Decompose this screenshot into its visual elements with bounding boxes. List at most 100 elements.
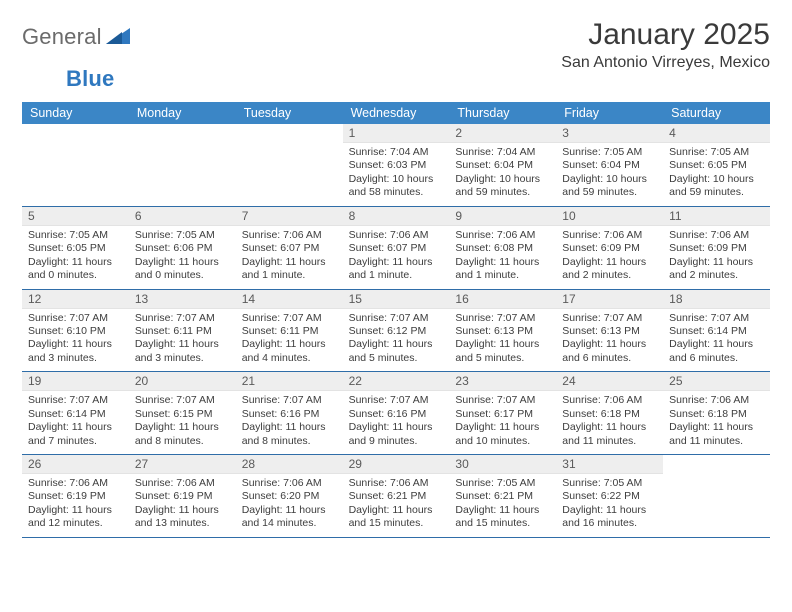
day-cell: 6Sunrise: 7:05 AMSunset: 6:06 PMDaylight… xyxy=(129,207,236,289)
day-info-line: Daylight: 11 hours xyxy=(455,338,550,351)
day-cell: 2Sunrise: 7:04 AMSunset: 6:04 PMDaylight… xyxy=(449,124,556,206)
day-info-line: and 9 minutes. xyxy=(349,435,444,448)
day-info-line: Sunrise: 7:05 AM xyxy=(669,146,764,159)
day-info: Sunrise: 7:07 AMSunset: 6:11 PMDaylight:… xyxy=(135,312,230,366)
day-info-line: Sunrise: 7:07 AM xyxy=(562,312,657,325)
day-info-line: Sunrise: 7:07 AM xyxy=(242,312,337,325)
day-cell: 8Sunrise: 7:06 AMSunset: 6:07 PMDaylight… xyxy=(343,207,450,289)
logo-word1: General xyxy=(22,24,102,50)
day-info: Sunrise: 7:04 AMSunset: 6:04 PMDaylight:… xyxy=(455,146,550,200)
day-info-line: Daylight: 11 hours xyxy=(135,338,230,351)
day-cell: . xyxy=(22,124,129,206)
day-info-line: Sunrise: 7:07 AM xyxy=(455,394,550,407)
day-info-line: and 0 minutes. xyxy=(135,269,230,282)
day-info: Sunrise: 7:06 AMSunset: 6:20 PMDaylight:… xyxy=(242,477,337,531)
day-number: 17 xyxy=(556,290,663,309)
day-number: 26 xyxy=(22,455,129,474)
day-cell: 5Sunrise: 7:05 AMSunset: 6:05 PMDaylight… xyxy=(22,207,129,289)
day-info-line: Daylight: 11 hours xyxy=(349,256,444,269)
day-info-line: Daylight: 11 hours xyxy=(562,338,657,351)
day-info: Sunrise: 7:06 AMSunset: 6:18 PMDaylight:… xyxy=(669,394,764,448)
day-info-line: Daylight: 11 hours xyxy=(349,421,444,434)
day-cell: 3Sunrise: 7:05 AMSunset: 6:04 PMDaylight… xyxy=(556,124,663,206)
day-cell: 21Sunrise: 7:07 AMSunset: 6:16 PMDayligh… xyxy=(236,372,343,454)
day-info: Sunrise: 7:06 AMSunset: 6:19 PMDaylight:… xyxy=(28,477,123,531)
day-info: Sunrise: 7:06 AMSunset: 6:07 PMDaylight:… xyxy=(242,229,337,283)
day-info-line: Sunrise: 7:06 AM xyxy=(242,477,337,490)
day-info-line: and 1 minute. xyxy=(455,269,550,282)
day-info: Sunrise: 7:07 AMSunset: 6:10 PMDaylight:… xyxy=(28,312,123,366)
day-info-line: Daylight: 10 hours xyxy=(562,173,657,186)
day-cell: 25Sunrise: 7:06 AMSunset: 6:18 PMDayligh… xyxy=(663,372,770,454)
week-row: 26 Sunrise: 7:06 AMSunset: 6:19 PMDayligh… xyxy=(22,455,770,538)
day-info-line: Sunset: 6:11 PM xyxy=(242,325,337,338)
weekday-sun: Sunday xyxy=(22,102,129,124)
day-info-line: Daylight: 11 hours xyxy=(28,338,123,351)
week-row: ...1Sunrise: 7:04 AMSunset: 6:03 PMDayli… xyxy=(22,124,770,207)
day-number: 9 xyxy=(449,207,556,226)
day-cell: . xyxy=(663,455,770,537)
day-number: 18 xyxy=(663,290,770,309)
day-info-line: Daylight: 11 hours xyxy=(349,504,444,517)
day-info-line: and 1 minute. xyxy=(242,269,337,282)
day-info-line: and 11 minutes. xyxy=(562,435,657,448)
day-cell: 22Sunrise: 7:07 AMSunset: 6:16 PMDayligh… xyxy=(343,372,450,454)
day-info-line: Daylight: 11 hours xyxy=(562,421,657,434)
day-info-line: and 10 minutes. xyxy=(455,435,550,448)
weekday-thu: Thursday xyxy=(449,102,556,124)
day-info-line: Sunset: 6:09 PM xyxy=(669,242,764,255)
day-cell: 10Sunrise: 7:06 AMSunset: 6:09 PMDayligh… xyxy=(556,207,663,289)
day-info-line: Sunrise: 7:07 AM xyxy=(28,394,123,407)
weekday-header: Sunday Monday Tuesday Wednesday Thursday… xyxy=(22,102,770,124)
day-info-line: Sunset: 6:21 PM xyxy=(455,490,550,503)
day-info-line: and 16 minutes. xyxy=(562,517,657,530)
day-info-line: and 4 minutes. xyxy=(242,352,337,365)
day-number: 14 xyxy=(236,290,343,309)
day-info-line: Daylight: 11 hours xyxy=(455,504,550,517)
day-info-line: Sunset: 6:07 PM xyxy=(242,242,337,255)
day-number: 28 xyxy=(236,455,343,474)
day-info-line: Sunrise: 7:04 AM xyxy=(455,146,550,159)
day-info-line: Sunrise: 7:06 AM xyxy=(455,229,550,242)
day-info: Sunrise: 7:06 AMSunset: 6:18 PMDaylight:… xyxy=(562,394,657,448)
day-info-line: Daylight: 11 hours xyxy=(135,256,230,269)
day-number: 30 xyxy=(449,455,556,474)
day-info-line: Sunrise: 7:07 AM xyxy=(455,312,550,325)
day-info-line: and 8 minutes. xyxy=(242,435,337,448)
day-info-line: Sunrise: 7:07 AM xyxy=(135,394,230,407)
day-info-line: Sunset: 6:14 PM xyxy=(669,325,764,338)
day-number: 12 xyxy=(22,290,129,309)
day-number: 6 xyxy=(129,207,236,226)
calendar: Sunday Monday Tuesday Wednesday Thursday… xyxy=(22,102,770,538)
day-number: 10 xyxy=(556,207,663,226)
day-cell: 29Sunrise: 7:06 AMSunset: 6:21 PMDayligh… xyxy=(343,455,450,537)
day-info-line: and 15 minutes. xyxy=(349,517,444,530)
day-cell: 19Sunrise: 7:07 AMSunset: 6:14 PMDayligh… xyxy=(22,372,129,454)
day-info-line: Sunset: 6:03 PM xyxy=(349,159,444,172)
day-info-line: Sunset: 6:06 PM xyxy=(135,242,230,255)
day-info: Sunrise: 7:04 AMSunset: 6:03 PMDaylight:… xyxy=(349,146,444,200)
day-info-line: Daylight: 11 hours xyxy=(455,421,550,434)
day-info-line: and 11 minutes. xyxy=(669,435,764,448)
day-info: Sunrise: 7:06 AMSunset: 6:19 PMDaylight:… xyxy=(135,477,230,531)
day-info-line: Sunset: 6:05 PM xyxy=(28,242,123,255)
day-info-line: Sunset: 6:07 PM xyxy=(349,242,444,255)
day-info-line: Sunrise: 7:05 AM xyxy=(455,477,550,490)
day-number: 4 xyxy=(663,124,770,143)
day-info-line: Daylight: 11 hours xyxy=(135,504,230,517)
day-info-line: Daylight: 11 hours xyxy=(242,504,337,517)
day-number: 11 xyxy=(663,207,770,226)
day-number: 27 xyxy=(129,455,236,474)
day-info-line: Sunset: 6:08 PM xyxy=(455,242,550,255)
day-cell: 16Sunrise: 7:07 AMSunset: 6:13 PMDayligh… xyxy=(449,290,556,372)
day-info-line: Daylight: 11 hours xyxy=(28,504,123,517)
day-info-line: Sunset: 6:05 PM xyxy=(669,159,764,172)
day-cell: 12 Sunrise: 7:07 AMSunset: 6:10 PMDayligh… xyxy=(22,290,129,372)
day-info: Sunrise: 7:07 AMSunset: 6:15 PMDaylight:… xyxy=(135,394,230,448)
weekday-wed: Wednesday xyxy=(343,102,450,124)
day-info-line: and 8 minutes. xyxy=(135,435,230,448)
day-info-line: Sunrise: 7:05 AM xyxy=(562,477,657,490)
day-info-line: Sunrise: 7:06 AM xyxy=(349,229,444,242)
day-info-line: Daylight: 11 hours xyxy=(28,256,123,269)
day-info-line: Sunrise: 7:04 AM xyxy=(349,146,444,159)
